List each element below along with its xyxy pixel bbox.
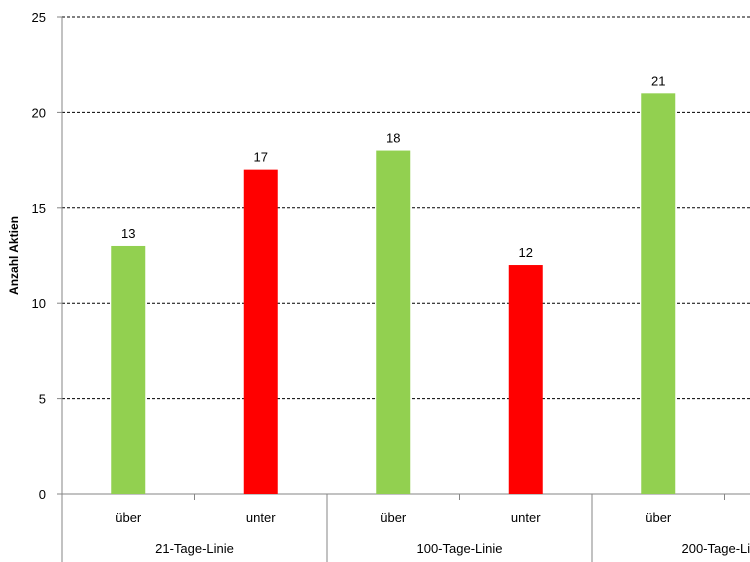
- bar: [111, 245, 146, 494]
- x-category-label: unter: [511, 510, 541, 525]
- y-axis-ticks: 0 5 10 15 20 25: [32, 10, 62, 502]
- data-label: 21: [651, 73, 665, 88]
- x-group-label: 200-Tage-Linie: [681, 541, 750, 556]
- y-axis-title: Anzahl Aktien: [7, 216, 21, 295]
- bar: [641, 93, 676, 494]
- x-group-label: 21-Tage-Linie: [155, 541, 234, 556]
- data-label: 17: [254, 150, 268, 165]
- data-label: 18: [386, 131, 400, 146]
- bars: [111, 93, 676, 494]
- x-category-label: über: [115, 510, 142, 525]
- y-tick-label: 0: [39, 487, 46, 502]
- x-category-label: über: [645, 510, 672, 525]
- x-axis-category-labels: überunterüberunterüberunter: [115, 510, 672, 525]
- axes: [61, 17, 750, 562]
- y-tick-label: 10: [32, 296, 46, 311]
- bar: [376, 150, 411, 494]
- bar: [243, 169, 278, 494]
- y-tick-label: 25: [32, 10, 46, 25]
- x-category-label: über: [380, 510, 407, 525]
- y-tick-label: 5: [39, 392, 46, 407]
- x-axis-group-labels: 21-Tage-Linie 100-Tage-Linie 200-Tage-Lini…: [155, 541, 750, 556]
- x-group-label: 100-Tage-Linie: [416, 541, 502, 556]
- y-tick-label: 15: [32, 201, 46, 216]
- y-tick-label: 20: [32, 105, 46, 120]
- x-category-label: unter: [246, 510, 276, 525]
- data-label: 12: [519, 245, 533, 260]
- bar: [508, 265, 543, 494]
- data-label: 13: [121, 226, 135, 241]
- data-labels: 13 17 18 12 21: [121, 73, 665, 260]
